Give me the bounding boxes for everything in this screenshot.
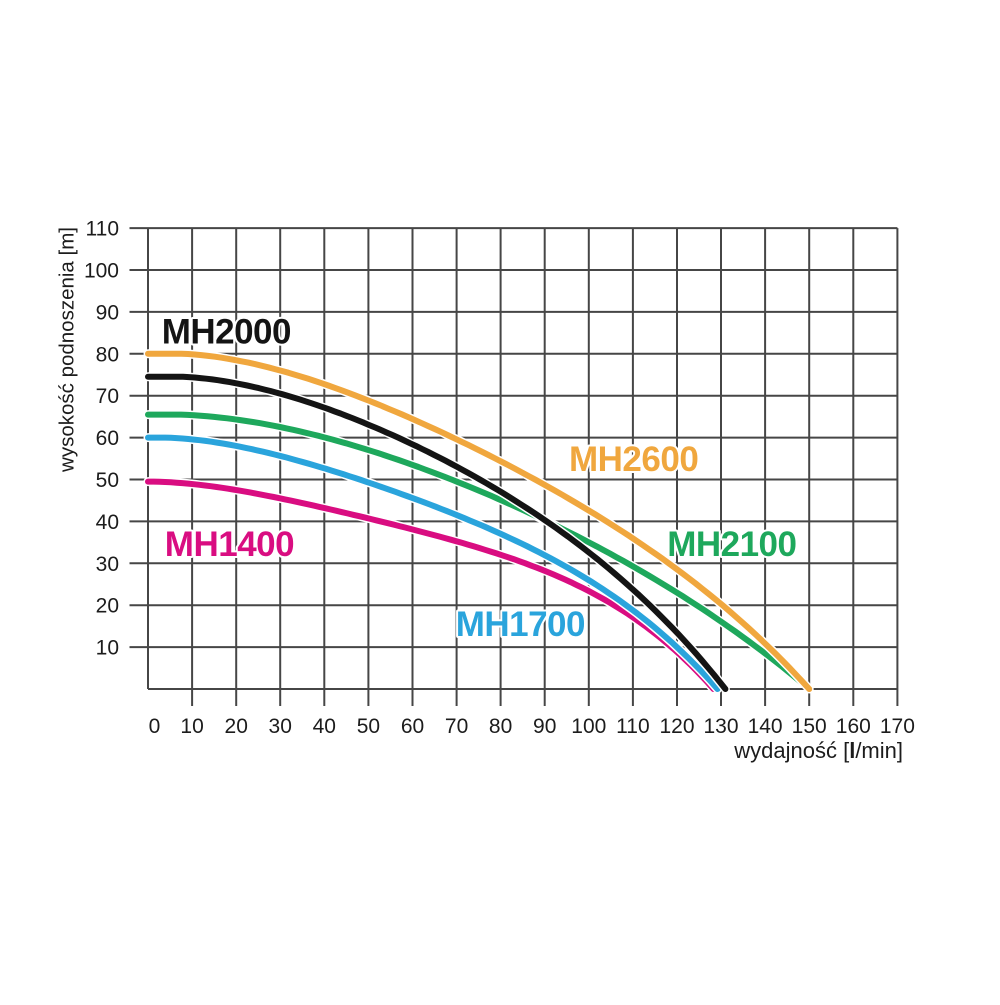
svg-text:100: 100 [571, 715, 606, 738]
svg-text:10: 10 [180, 715, 203, 738]
svg-text:100: 100 [84, 260, 119, 283]
svg-text:90: 90 [533, 715, 556, 738]
svg-text:160: 160 [836, 715, 871, 738]
svg-text:wysokość podnoszenia [m]: wysokość podnoszenia [m] [56, 227, 79, 473]
svg-text:0: 0 [149, 715, 161, 738]
svg-text:130: 130 [703, 715, 738, 738]
svg-text:MH2600: MH2600 [569, 440, 698, 479]
svg-text:30: 30 [96, 553, 119, 576]
svg-text:MH1400: MH1400 [165, 525, 294, 564]
svg-text:MH1700: MH1700 [456, 605, 585, 644]
svg-text:60: 60 [401, 715, 424, 738]
svg-text:50: 50 [96, 469, 119, 492]
svg-text:90: 90 [96, 301, 119, 324]
svg-text:150: 150 [792, 715, 827, 738]
svg-text:20: 20 [96, 595, 119, 618]
svg-text:110: 110 [86, 218, 119, 241]
svg-text:140: 140 [748, 715, 783, 738]
svg-text:60: 60 [96, 427, 119, 450]
svg-text:MH2000: MH2000 [162, 312, 291, 351]
svg-text:20: 20 [225, 715, 248, 738]
svg-text:170: 170 [880, 715, 915, 738]
svg-text:120: 120 [659, 715, 694, 738]
svg-text:70: 70 [445, 715, 468, 738]
svg-text:70: 70 [96, 385, 119, 408]
svg-text:MH2100: MH2100 [667, 525, 796, 564]
svg-text:50: 50 [357, 715, 380, 738]
svg-text:110: 110 [616, 715, 649, 738]
svg-text:40: 40 [313, 715, 336, 738]
svg-text:80: 80 [489, 715, 512, 738]
svg-text:40: 40 [96, 511, 119, 534]
svg-text:10: 10 [96, 637, 119, 660]
svg-text:30: 30 [269, 715, 292, 738]
svg-text:80: 80 [96, 343, 119, 366]
svg-text:wydajność [l/min]: wydajność [l/min] [733, 738, 903, 763]
